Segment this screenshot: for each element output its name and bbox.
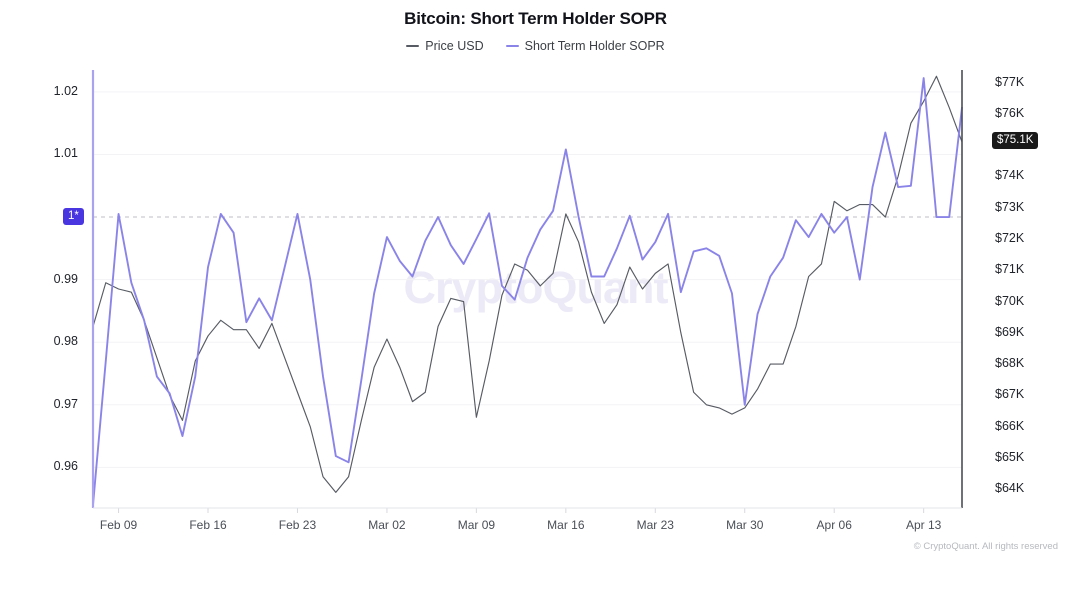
right-axis-tick-label: $65K — [995, 449, 1025, 464]
x-axis-tick-label: Mar 16 — [547, 518, 585, 532]
x-axis-tick-label: Feb 23 — [278, 518, 317, 532]
left-axis-tick-label: 0.96 — [53, 459, 78, 474]
gridlines — [93, 91, 962, 468]
series-line-price-usd — [92, 75, 963, 493]
x-axis-tick-label: Apr 06 — [816, 518, 852, 532]
legend-label: Price USD — [425, 39, 484, 53]
left-axis-tick-label: 0.99 — [53, 271, 78, 286]
x-axis-tick-label: Mar 30 — [726, 518, 764, 532]
x-axis-tick-label: Mar 02 — [368, 518, 406, 532]
legend-item[interactable]: Price USD — [406, 39, 484, 53]
copyright-notice: © CryptoQuant. All rights reserved — [913, 541, 1058, 552]
line-dash-icon — [505, 45, 519, 47]
right-axis-tick-label: $72K — [995, 230, 1025, 245]
left-axis-current-value-badge: 1* — [63, 208, 84, 226]
legend-label: Short Term Holder SOPR — [524, 39, 665, 53]
right-axis-current-price-badge: $75.1K — [992, 131, 1039, 149]
chart-legend: Price USD Short Term Holder SOPR — [0, 39, 1071, 53]
x-axis-tick-label: Feb 16 — [189, 518, 227, 532]
right-axis-tick-label: $77K — [995, 74, 1025, 89]
series-lines — [92, 75, 963, 506]
left-axis-tick-label: 1.02 — [53, 83, 78, 98]
right-axis-tick-label: $64K — [995, 481, 1025, 496]
legend-item[interactable]: Short Term Holder SOPR — [505, 39, 665, 53]
series-line-short-term-holder-sopr — [92, 77, 963, 506]
line-dash-icon — [406, 45, 420, 47]
right-axis-tick-label: $76K — [995, 105, 1025, 120]
right-axis-tick-label: $68K — [995, 356, 1025, 371]
x-axis-tick-label: Mar 09 — [457, 518, 496, 532]
x-axis-tick-label: Feb 09 — [99, 518, 138, 532]
right-axis-tick-label: $70K — [995, 293, 1025, 308]
left-axis-tick-label: 1.01 — [53, 146, 78, 161]
right-axis-tick-label: $71K — [995, 262, 1025, 277]
left-axis-tick-label: 0.97 — [53, 396, 78, 411]
right-axis-tick-label: $73K — [995, 199, 1025, 214]
right-axis-tick-label: $66K — [995, 418, 1025, 433]
x-axis-tick-label: Mar 23 — [636, 518, 674, 532]
left-axis-tick-label: 0.98 — [53, 334, 78, 349]
right-axis-tick-label: $67K — [995, 387, 1025, 402]
chart-title: Bitcoin: Short Term Holder SOPR — [404, 9, 667, 28]
right-axis-tick-label: $69K — [995, 324, 1025, 339]
x-axis-tick-label: Apr 13 — [905, 518, 942, 532]
right-axis-tick-label: $74K — [995, 168, 1025, 183]
x-tick-marks — [118, 508, 925, 513]
